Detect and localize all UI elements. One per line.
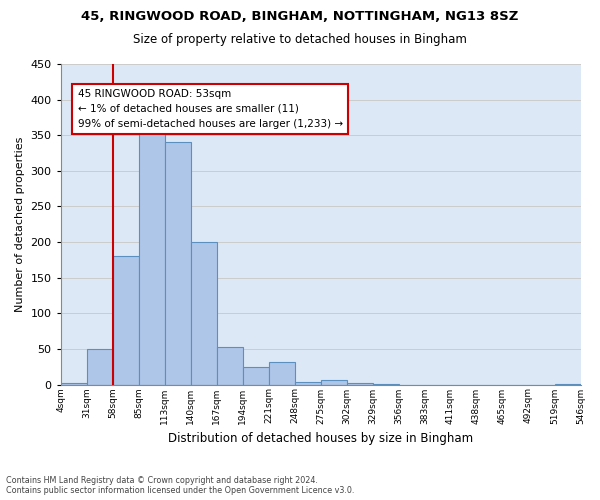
Bar <box>242 366 269 384</box>
Bar <box>164 142 191 384</box>
Bar <box>86 349 113 384</box>
X-axis label: Distribution of detached houses by size in Bingham: Distribution of detached houses by size … <box>168 432 473 445</box>
Bar <box>320 380 347 384</box>
Text: 45, RINGWOOD ROAD, BINGHAM, NOTTINGHAM, NG13 8SZ: 45, RINGWOOD ROAD, BINGHAM, NOTTINGHAM, … <box>82 10 518 23</box>
Bar <box>191 242 217 384</box>
Bar <box>61 383 86 384</box>
Text: 45 RINGWOOD ROAD: 53sqm
← 1% of detached houses are smaller (11)
99% of semi-det: 45 RINGWOOD ROAD: 53sqm ← 1% of detached… <box>77 89 343 128</box>
Bar <box>217 347 242 385</box>
Text: Contains HM Land Registry data © Crown copyright and database right 2024.
Contai: Contains HM Land Registry data © Crown c… <box>6 476 355 495</box>
Y-axis label: Number of detached properties: Number of detached properties <box>15 136 25 312</box>
Text: Size of property relative to detached houses in Bingham: Size of property relative to detached ho… <box>133 32 467 46</box>
Bar <box>295 382 320 384</box>
Bar <box>269 362 295 384</box>
Bar <box>139 124 164 384</box>
Bar <box>113 256 139 384</box>
Bar <box>347 383 373 384</box>
